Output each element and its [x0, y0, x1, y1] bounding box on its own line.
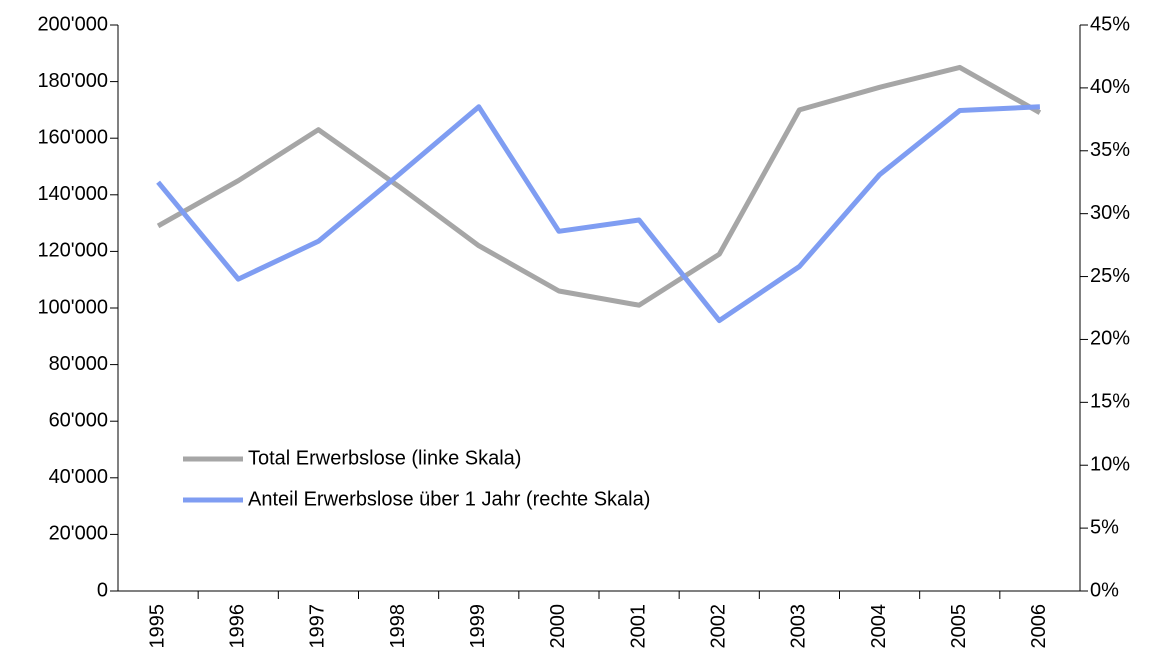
y-tick-label: 0: [97, 579, 108, 601]
x-tick-label: 2001: [627, 604, 649, 649]
y-tick-label: 120'000: [37, 240, 108, 262]
x-tick-label: 2000: [547, 604, 569, 649]
y-tick-label: 20'000: [49, 523, 108, 545]
legend-label: Total Erwerbslose (linke Skala): [248, 447, 521, 469]
series-line: [156, 104, 1041, 324]
x-tick-label: 2003: [788, 604, 810, 649]
y2-tick-label: 30%: [1090, 202, 1130, 224]
x-tick-label: 1996: [227, 604, 249, 649]
x-tick-label: 1995: [146, 604, 168, 649]
x-tick-label: 2005: [948, 604, 970, 649]
y2-tick-label: 40%: [1090, 76, 1130, 98]
y2-tick-label: 10%: [1090, 454, 1130, 476]
x-tick-label: 1998: [387, 604, 409, 649]
series-line: [156, 64, 1042, 308]
x-tick-label: 2004: [868, 604, 890, 649]
y-tick-label: 60'000: [49, 409, 108, 431]
y-tick-label: 160'000: [37, 126, 108, 148]
y2-tick-label: 25%: [1090, 265, 1130, 287]
y-tick-label: 200'000: [37, 13, 108, 35]
y2-tick-label: 35%: [1090, 139, 1130, 161]
y2-tick-label: 15%: [1090, 391, 1130, 413]
y-tick-label: 40'000: [49, 466, 108, 488]
x-tick-label: 2006: [1028, 604, 1050, 649]
y-tick-label: 80'000: [49, 353, 108, 375]
y2-tick-label: 5%: [1090, 516, 1119, 538]
x-tick-label: 1997: [307, 604, 329, 649]
y2-tick-label: 20%: [1090, 328, 1130, 350]
y2-tick-label: 45%: [1090, 13, 1130, 35]
x-tick-label: 2002: [708, 604, 730, 649]
y-tick-label: 180'000: [37, 70, 108, 92]
y2-tick-label: 0%: [1090, 579, 1119, 601]
y-tick-label: 140'000: [37, 183, 108, 205]
legend-label: Anteil Erwerbslose über 1 Jahr (rechte S…: [248, 488, 650, 510]
x-tick-label: 1999: [467, 604, 489, 649]
y-tick-label: 100'000: [37, 296, 108, 318]
